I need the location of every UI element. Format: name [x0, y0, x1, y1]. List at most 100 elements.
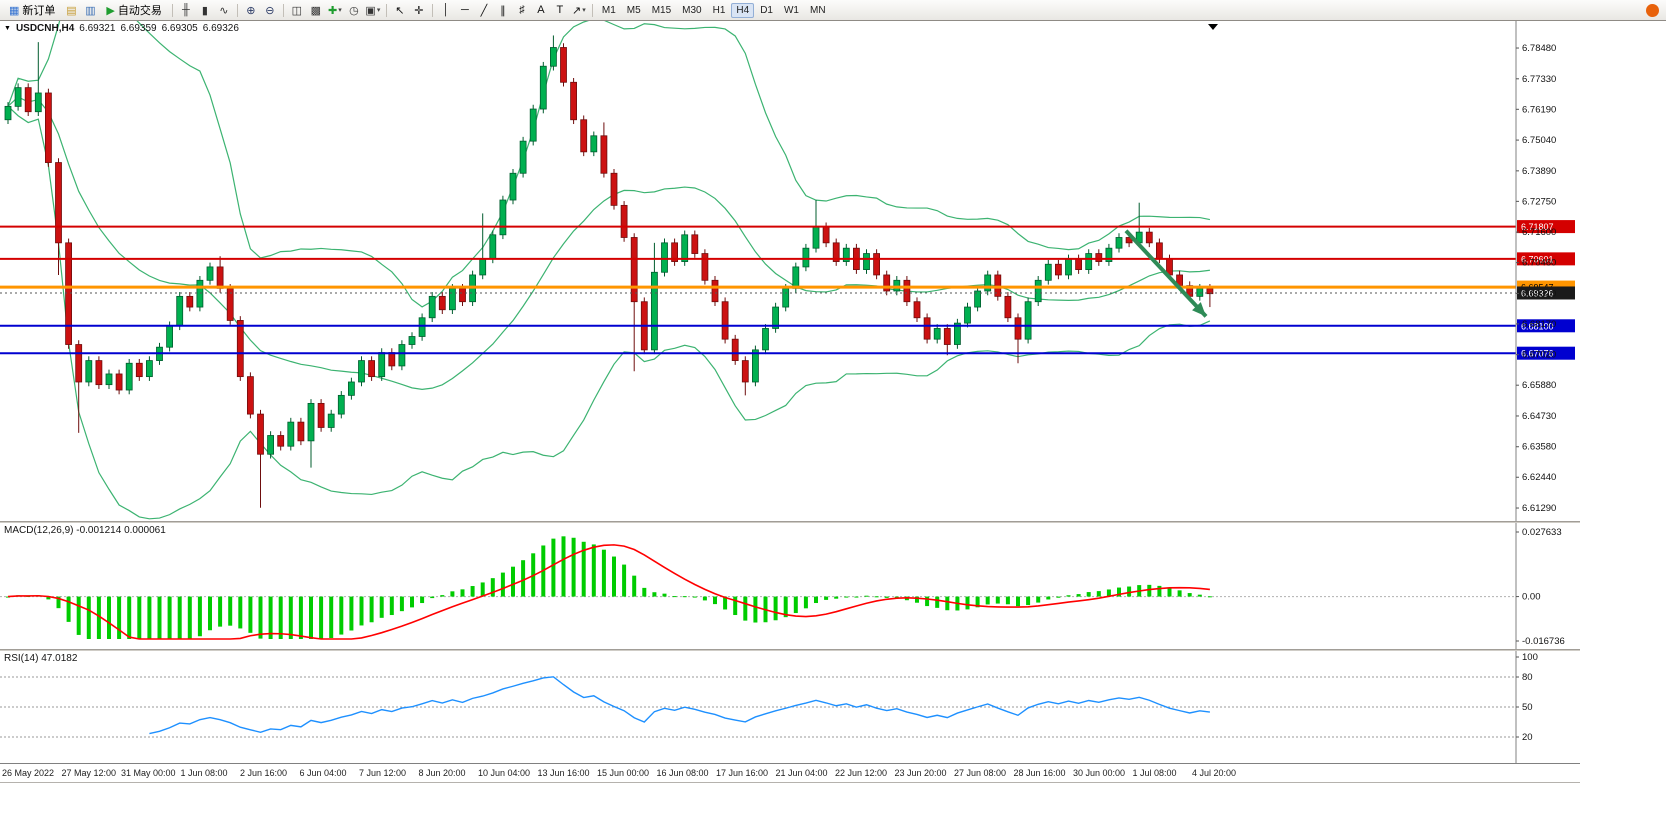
candle-body	[873, 253, 880, 276]
chevron-down-icon[interactable]: ▾	[582, 7, 586, 14]
timeframe-h1-button[interactable]: H1	[708, 3, 731, 18]
vertical-line-icon[interactable]: │	[437, 2, 455, 18]
toolbar-separator	[431, 3, 433, 17]
zoom-out-icon[interactable]: ⊖	[261, 2, 279, 18]
label-icon[interactable]: T	[551, 2, 569, 18]
fibonacci-icon[interactable]: ♯	[513, 2, 531, 18]
chevron-down-icon[interactable]: ▾	[338, 7, 342, 14]
alert-icon[interactable]	[1646, 3, 1659, 17]
rsi-pane[interactable]: 100 80 50 20 RSI(14) 47.0182	[0, 651, 1580, 763]
macd-histogram-bar	[1117, 587, 1121, 597]
macd-histogram-bar	[1197, 594, 1202, 597]
indicators-add-icon[interactable]: ✚ ▾	[326, 2, 344, 18]
macd-histogram-bar	[702, 596, 707, 601]
timeframe-m5-button[interactable]: M5	[622, 3, 646, 18]
mt4-terminal: ▦ 新订单 ▤ ▥ ▶ 自动交易 ╫ ▮ ∿ ⊕ ⊖ ◫ ▩ ✚ ▾ ◷ ▣ ▾ ↖ ✛ │ ─ ╱ ∥ ♯ A T ↗ ▾ M1 M5 M1…	[0, 0, 1666, 783]
timeframe-m15-button[interactable]: M15	[647, 3, 676, 18]
candlestick-chart-icon[interactable]: ▮	[196, 2, 214, 18]
toolbar-separator	[171, 3, 173, 17]
tile-windows-icon[interactable]: ◫	[288, 2, 306, 18]
macd-histogram-bar	[76, 596, 81, 635]
macd-histogram-bar	[1005, 596, 1010, 605]
candle-body	[135, 362, 143, 378]
macd-histogram-bar	[925, 596, 930, 607]
auto-trading-button[interactable]: ▶ 自动交易	[100, 2, 167, 18]
period-clock-icon[interactable]: ◷	[345, 2, 363, 18]
trendline-icon-glyph: ╱	[480, 4, 488, 17]
macd-histogram-bar	[1026, 596, 1031, 606]
time-label: 31 May 00:00	[121, 768, 176, 778]
indicators-add-icon-glyph: ✚	[328, 4, 338, 17]
candle-body	[1024, 301, 1032, 340]
macd-histogram-bar	[985, 596, 990, 605]
arrows-icon[interactable]: ↗ ▾	[570, 2, 588, 18]
timeframe-mn-button[interactable]: MN	[805, 3, 831, 18]
pane-splitter[interactable]	[0, 521, 1580, 523]
bar-chart-icon[interactable]: ╫	[177, 2, 195, 18]
trendline-icon[interactable]: ╱	[475, 2, 493, 18]
macd-axis-label: -0.016736	[1522, 636, 1565, 647]
macd-axis-label: 0.027633	[1522, 527, 1562, 538]
trend-arrow-annotation[interactable]	[1124, 229, 1208, 318]
macd-histogram-bar	[652, 592, 657, 597]
channel-icon-glyph: ∥	[500, 4, 506, 17]
candle-body	[489, 234, 497, 260]
channel-icon[interactable]: ∥	[494, 2, 512, 18]
candle-body	[378, 352, 386, 378]
time-label: 2 Jun 16:00	[240, 768, 288, 778]
macd-histogram-bar	[814, 596, 818, 604]
candle-body	[448, 287, 456, 311]
macd-histogram-bar	[359, 596, 364, 626]
macd-histogram-bar	[1086, 592, 1091, 597]
collapse-icon[interactable]: ▼	[4, 25, 11, 32]
svg-text:6.68100: 6.68100	[1521, 321, 1554, 331]
candle-body	[1105, 247, 1113, 262]
label-icon-glyph: T	[556, 4, 564, 16]
chart-list-icon[interactable]: ▤	[62, 2, 80, 18]
crosshair-icon[interactable]: ✛	[410, 2, 428, 18]
price-chart[interactable]: 6.718076.706016.695476.681006.670766.693…	[0, 21, 1580, 521]
line-chart-icon-glyph: ∿	[219, 4, 229, 17]
market-watch-icon[interactable]: ▥	[81, 2, 99, 18]
rsi-axis-label: 100	[1522, 652, 1538, 663]
tile-windows-icon-glyph: ◫	[291, 4, 303, 17]
rsi-axis-label: 20	[1522, 732, 1533, 743]
line-chart-icon[interactable]: ∿	[215, 2, 233, 18]
candle-body	[651, 271, 658, 351]
time-label: 17 Jun 16:00	[716, 768, 769, 778]
bollinger-lower-band	[7, 105, 1211, 520]
current-price-tag: 6.69326	[1517, 286, 1575, 300]
macd-indicator[interactable]: 0.027633 0.00 -0.016736	[0, 523, 1580, 649]
text-icon[interactable]: A	[532, 2, 550, 18]
price-pane[interactable]: 6.718076.706016.695476.681006.670766.693…	[0, 21, 1580, 521]
macd-histogram-bar	[288, 596, 293, 639]
candle-body	[388, 352, 396, 367]
timeframe-m30-button[interactable]: M30	[677, 3, 706, 18]
timeframe-m1-button[interactable]: M1	[597, 3, 621, 18]
macd-pane[interactable]: 0.027633 0.00 -0.016736 MACD(12,26,9) -0.0…	[0, 523, 1580, 649]
macd-histogram-bar	[349, 596, 354, 631]
chevron-down-icon[interactable]: ▾	[376, 7, 381, 14]
candle-body	[509, 172, 517, 201]
rsi-indicator[interactable]: 100 80 50 20	[0, 651, 1580, 763]
cascade-windows-icon[interactable]: ▩	[307, 2, 325, 18]
candle-body	[95, 360, 103, 386]
chart-shift-marker[interactable]	[1208, 24, 1218, 30]
cursor-icon[interactable]: ↖	[391, 2, 409, 18]
zoom-in-icon[interactable]: ⊕	[242, 2, 260, 18]
macd-histogram-bar	[490, 578, 495, 597]
price-tag: 6.68100	[1517, 319, 1575, 333]
timeframe-w1-button[interactable]: W1	[779, 3, 804, 18]
timeframe-h4-button[interactable]: H4	[731, 2, 755, 18]
toolbar-separator	[282, 3, 284, 17]
horizontal-line-icon[interactable]: ─	[456, 2, 474, 18]
candle-body	[1115, 237, 1123, 249]
pane-splitter[interactable]	[0, 649, 1580, 651]
timeframe-d1-button[interactable]: D1	[755, 3, 778, 18]
new-order-button[interactable]: ▦ 新订单	[3, 2, 61, 18]
time-axis[interactable]: 26 May 2022 27 May 12:00 31 May 00:00 1 Jun…	[0, 763, 1580, 783]
candle-body	[317, 402, 325, 428]
time-label: 16 Jun 08:00	[656, 768, 709, 778]
candle-body	[863, 253, 870, 270]
snapshot-icon[interactable]: ▣ ▾	[364, 2, 382, 18]
